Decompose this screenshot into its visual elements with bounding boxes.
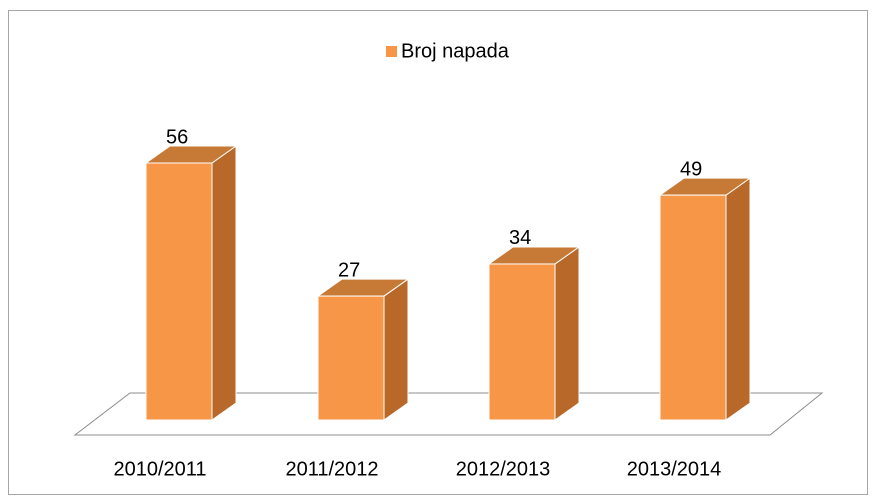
- bar-side: [383, 278, 409, 421]
- bar-side: [211, 145, 237, 421]
- bar: [317, 295, 385, 421]
- data-label: 49: [680, 158, 702, 180]
- bar-side: [554, 245, 580, 421]
- x-tick-label: 2013/2014: [627, 458, 722, 480]
- x-tick-label: 2012/2013: [456, 458, 551, 480]
- data-label: 27: [338, 259, 360, 281]
- floor: [73, 392, 824, 436]
- legend-swatch: [386, 46, 397, 57]
- x-tick-label: 2011/2012: [285, 458, 378, 480]
- bar: [659, 194, 727, 421]
- bar: [488, 263, 556, 421]
- x-tick-label: 2010/2011: [113, 458, 206, 480]
- legend-label: Broj napada: [401, 40, 510, 62]
- data-label: 56: [166, 126, 188, 148]
- data-label: 34: [509, 227, 531, 249]
- bar-side: [725, 177, 751, 421]
- bar: [145, 162, 213, 421]
